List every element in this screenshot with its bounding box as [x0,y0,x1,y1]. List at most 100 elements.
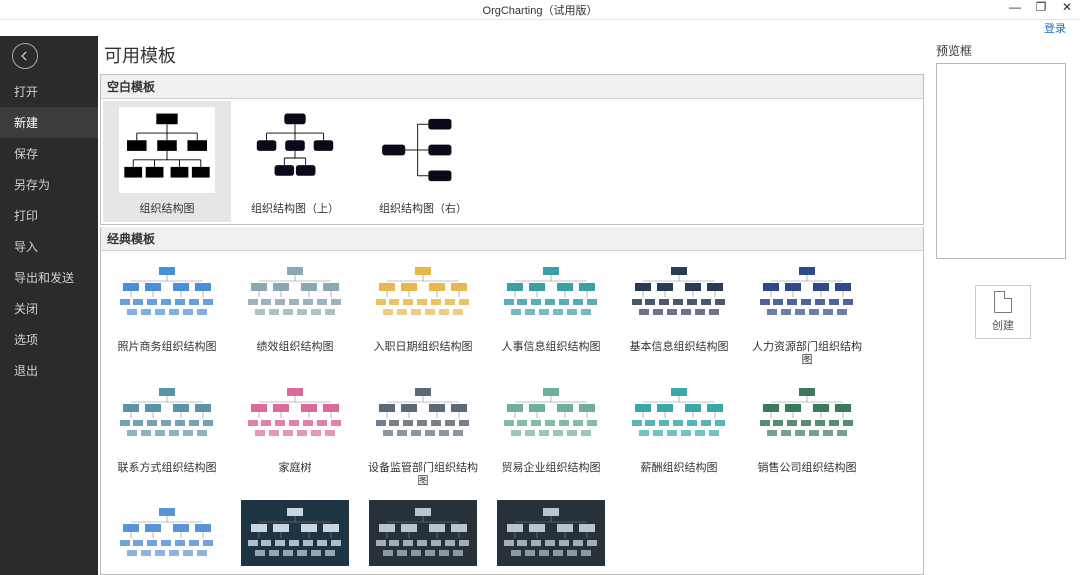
login-link[interactable]: 登录 [1044,23,1066,35]
create-label: 创建 [992,317,1014,333]
preview-box [936,63,1066,259]
template-thumb [497,500,605,566]
sidebar-item-2[interactable]: 保存 [0,138,98,169]
back-arrow-icon [18,49,32,63]
orgchart-thumb-icon [117,263,217,321]
orgchart-thumb-icon [501,504,601,562]
sidebar: 打开新建保存另存为打印导入导出和发送关闭选项退出 [0,36,98,575]
template-label: 贸易企业组织结构图 [502,462,601,475]
sidebar-item-4[interactable]: 打印 [0,200,98,231]
template-card-classic-9[interactable]: 贸易企业组织结构图 [487,374,615,494]
template-thumb [753,380,861,446]
orgchart-thumb-icon [373,263,473,321]
sidebar-item-9[interactable]: 退出 [0,355,98,386]
template-card-classic-12[interactable] [103,494,231,572]
template-thumb [247,107,343,193]
template-thumb [113,380,221,446]
template-thumb [241,259,349,325]
back-wrap [0,36,98,76]
template-card-blank-2[interactable]: 组织结构图（右） [359,101,487,222]
template-thumb [625,259,733,325]
template-label: 组织结构图（右） [379,203,467,216]
login-bar: 登录 [0,20,1080,36]
section-blank-body: 组织结构图 组织结构图（上） 组织结构图（右） [101,99,923,224]
template-label: 家庭树 [279,462,312,475]
orgchart-thumb-icon [501,384,601,442]
preview-panel: 预览框 创建 [930,36,1080,575]
template-card-classic-2[interactable]: 入职日期组织结构图 [359,253,487,373]
template-thumb [369,259,477,325]
template-label: 入职日期组织结构图 [374,341,473,354]
template-card-classic-0[interactable]: 照片商务组织结构图 [103,253,231,373]
sidebar-item-0[interactable]: 打开 [0,76,98,107]
close-icon[interactable]: ✕ [1058,0,1076,14]
orgchart-thumb-icon [117,384,217,442]
template-label: 绩效组织结构图 [257,341,334,354]
page-title: 可用模板 [100,40,924,74]
template-thumb [497,259,605,325]
section-blank: 空白模板 组织结构图 组织结构图（ [100,74,924,225]
create-button[interactable]: 创建 [975,285,1031,339]
template-card-blank-0[interactable]: 组织结构图 [103,101,231,222]
template-label: 基本信息组织结构图 [630,341,729,354]
preview-title: 预览框 [936,42,1070,59]
template-label: 人事信息组织结构图 [502,341,601,354]
template-card-classic-13[interactable] [231,494,359,572]
classic-scroll[interactable]: 经典模板 照片商务组织结构图 [100,227,924,575]
minimize-icon[interactable]: — [1006,0,1024,14]
template-thumb [375,107,471,193]
sidebar-item-6[interactable]: 导出和发送 [0,262,98,293]
orgchart-thumb-icon [501,263,601,321]
sidebar-item-7[interactable]: 关闭 [0,293,98,324]
template-thumb [241,500,349,566]
maximize-icon[interactable]: ❐ [1032,0,1050,14]
sidebar-item-1[interactable]: 新建 [0,107,98,138]
template-thumb [625,380,733,446]
new-file-icon [994,291,1012,313]
orgchart-thumb-icon [757,263,857,321]
orgchart-thumb-icon [249,110,341,190]
orgchart-thumb-icon [121,110,213,190]
template-label: 人力资源部门组织结构图 [747,341,867,367]
template-card-classic-14[interactable] [359,494,487,572]
template-card-classic-1[interactable]: 绩效组织结构图 [231,253,359,373]
template-label: 薪酬组织结构图 [641,462,718,475]
template-label: 设备监管部门组织结构图 [363,462,483,488]
app-title: OrgCharting（试用版） [483,2,598,18]
orgchart-thumb-icon [629,263,729,321]
section-classic: 经典模板 照片商务组织结构图 [101,227,923,574]
template-card-classic-6[interactable]: 联系方式组织结构图 [103,374,231,494]
template-label: 销售公司组织结构图 [758,462,857,475]
template-thumb [497,380,605,446]
orgchart-thumb-icon [245,504,345,562]
sidebar-item-5[interactable]: 导入 [0,231,98,262]
template-label: 组织结构图（上） [251,203,339,216]
template-card-classic-8[interactable]: 设备监管部门组织结构图 [359,374,487,494]
template-card-classic-4[interactable]: 基本信息组织结构图 [615,253,743,373]
template-card-classic-5[interactable]: 人力资源部门组织结构图 [743,253,871,373]
template-label: 组织结构图 [140,203,195,216]
template-thumb [113,259,221,325]
sidebar-item-8[interactable]: 选项 [0,324,98,355]
orgchart-thumb-icon [629,384,729,442]
template-card-blank-1[interactable]: 组织结构图（上） [231,101,359,222]
section-classic-body: 照片商务组织结构图 绩效组织结构图 [101,251,923,574]
template-label: 照片商务组织结构图 [118,341,217,354]
template-card-classic-7[interactable]: 家庭树 [231,374,359,494]
orgchart-thumb-icon [117,504,217,562]
window-controls: — ❐ ✕ [1006,0,1076,14]
template-card-classic-15[interactable] [487,494,615,572]
section-classic-header: 经典模板 [101,227,923,251]
orgchart-thumb-icon [373,384,473,442]
sidebar-item-3[interactable]: 另存为 [0,169,98,200]
template-thumb [369,380,477,446]
template-thumb [753,259,861,325]
template-thumb [119,107,215,193]
template-card-classic-3[interactable]: 人事信息组织结构图 [487,253,615,373]
template-card-classic-10[interactable]: 薪酬组织结构图 [615,374,743,494]
template-card-classic-11[interactable]: 销售公司组织结构图 [743,374,871,494]
titlebar: OrgCharting（试用版） — ❐ ✕ [0,0,1080,20]
orgchart-thumb-icon [373,504,473,562]
orgchart-thumb-icon [377,110,469,190]
back-button[interactable] [12,43,38,69]
